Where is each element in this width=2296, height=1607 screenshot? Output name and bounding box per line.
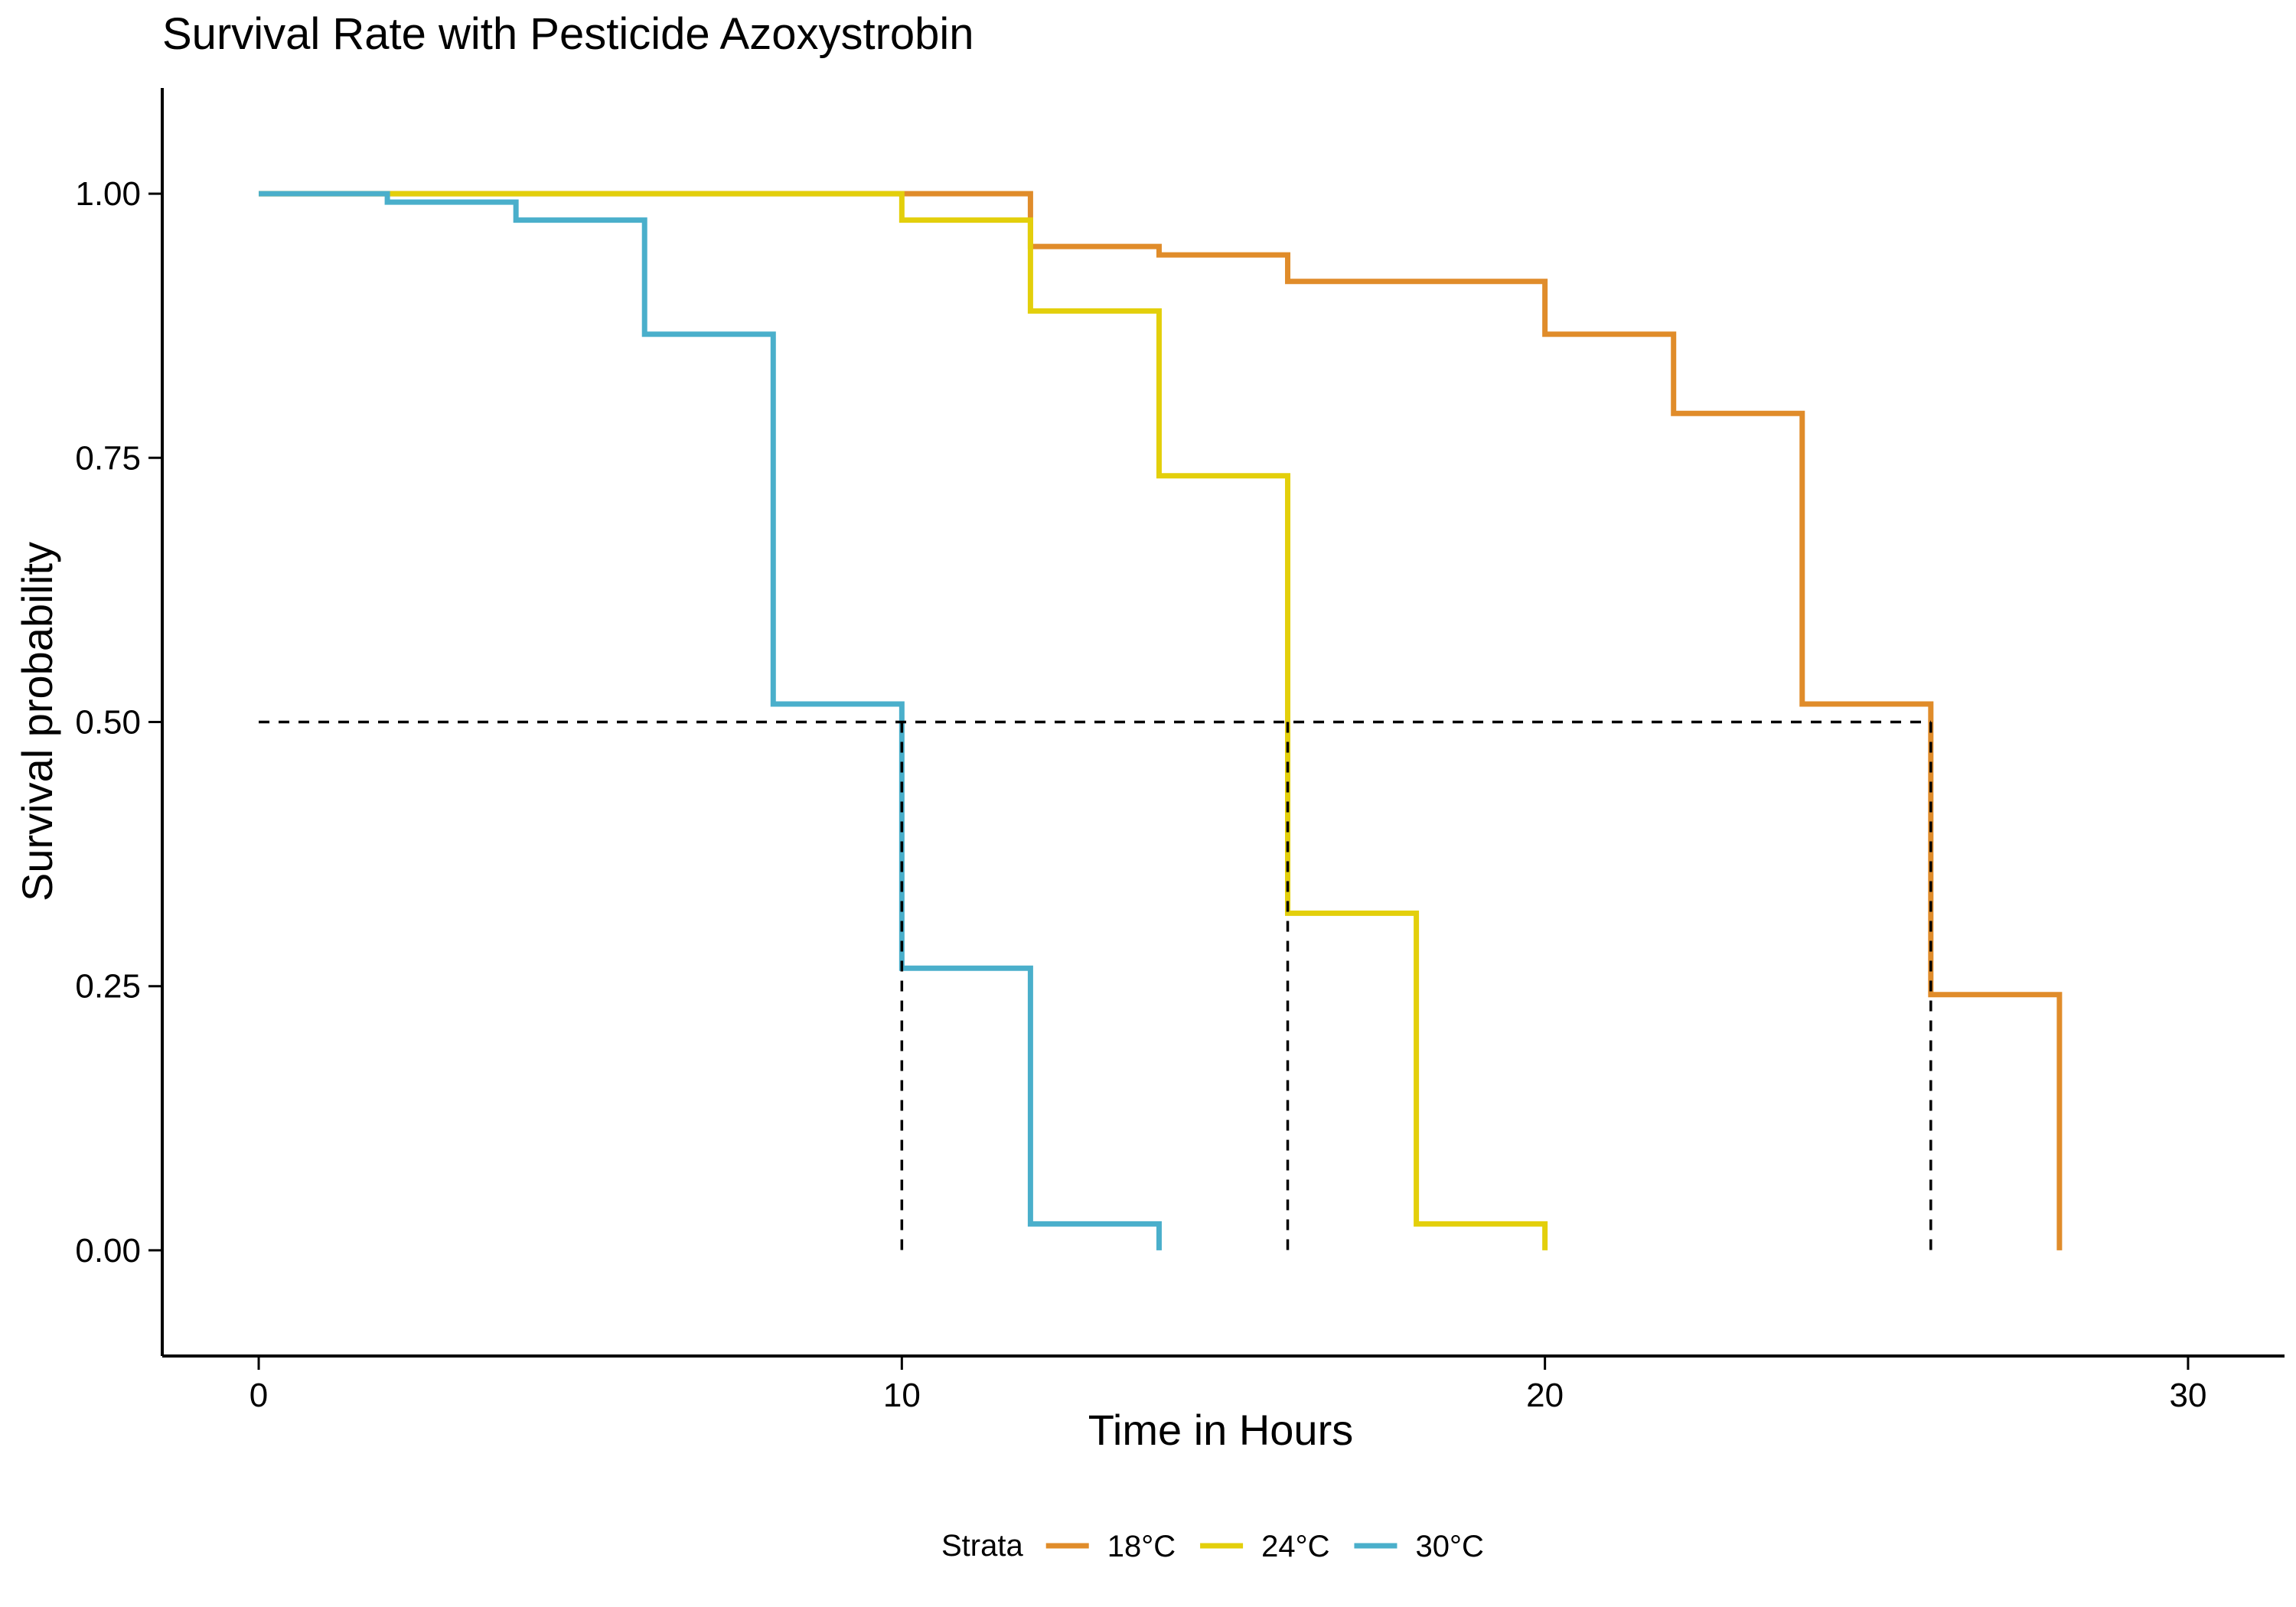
- x-tick-label: 20: [1526, 1377, 1564, 1414]
- legend-label: 18°C: [1107, 1530, 1176, 1563]
- legend-label: 24°C: [1261, 1530, 1329, 1563]
- x-axis-title: Time in Hours: [1088, 1406, 1353, 1454]
- y-tick-label: 0.50: [75, 704, 141, 742]
- y-tick-label: 1.00: [75, 175, 141, 213]
- y-tick-label: 0.25: [75, 968, 141, 1006]
- x-tick-label: 10: [883, 1377, 921, 1414]
- survival-curve: [259, 191, 2063, 1250]
- x-tick-label: 30: [2169, 1377, 2206, 1414]
- x-tick-label: 0: [249, 1377, 268, 1414]
- chart-title: Survival Rate with Pesticide Azoxystrobi…: [162, 9, 974, 59]
- plot-area: [259, 191, 2063, 1250]
- y-axis-title: Survival probability: [13, 542, 61, 901]
- x-axis: 0 10 20 30: [162, 1354, 2285, 1414]
- survival-curve: [259, 191, 1548, 1250]
- legend-title: Strata: [941, 1529, 1023, 1563]
- y-tick-label: 0.00: [75, 1232, 141, 1270]
- y-tick-label: 0.75: [75, 439, 141, 477]
- survival-curve: [259, 191, 1162, 1250]
- legend-label: 30°C: [1415, 1530, 1483, 1563]
- legend: Strata 18°C 24°C 30°C: [941, 1529, 1484, 1563]
- y-axis: 0.00 0.25 0.50 0.75 1.00: [75, 88, 164, 1356]
